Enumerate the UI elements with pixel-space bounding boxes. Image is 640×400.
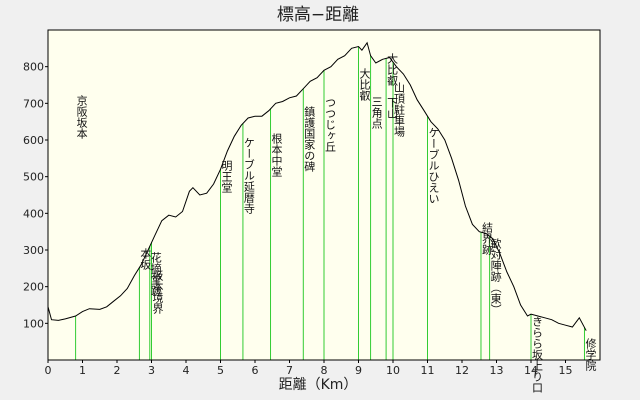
landmark-label: 大比叡: [358, 67, 371, 102]
x-tick-label: 12: [455, 364, 469, 377]
y-tick-label: 400: [23, 207, 44, 220]
x-axis-label: 距離（Km）: [279, 376, 358, 393]
landmark-label: つつじヶ丘: [324, 97, 337, 152]
y-tick-label: 700: [23, 97, 44, 110]
landmark-label: 花摘堂跡: [149, 252, 162, 297]
x-tick-label: 1: [79, 364, 86, 377]
landmark-label: 鎮護国家の碑: [303, 105, 316, 173]
x-tick-label: 8: [321, 364, 328, 377]
x-tick-label: 11: [421, 364, 435, 377]
elevation-line: [47, 41, 587, 331]
x-tick-label: 13: [490, 364, 504, 377]
x-tick-label: 14: [524, 364, 538, 377]
y-tick-label: 300: [23, 244, 44, 257]
x-tick-label: 3: [148, 364, 155, 377]
landmark-label: 坂本境界: [151, 270, 164, 315]
y-tick-label: 500: [23, 171, 44, 184]
landmark-label: 歓対陣跡（東）: [489, 237, 502, 315]
x-tick-label: 15: [559, 364, 573, 377]
y-tick-label: 800: [23, 61, 44, 74]
landmark-label: ケーブルひえい: [427, 127, 440, 204]
x-tick-label: 4: [183, 364, 190, 377]
x-tick-label: 0: [45, 364, 52, 377]
x-tick-label: 2: [114, 364, 121, 377]
landmark-label: きらら坂上り口: [531, 316, 544, 393]
x-tick-label: 10: [386, 364, 400, 377]
landmark-label: 本坂: [139, 247, 152, 271]
landmark-label: 山頂駐車場: [393, 82, 406, 138]
landmark-label: 京阪坂本: [75, 94, 88, 140]
landmark-label: 三角点: [370, 96, 383, 130]
x-tick-label: 9: [355, 364, 362, 377]
y-tick-label: 100: [23, 317, 44, 330]
y-tick-label: 600: [23, 134, 44, 147]
y-tick-label: 200: [23, 281, 44, 294]
x-tick-label: 7: [286, 364, 293, 377]
landmark-label: 修学院: [584, 337, 597, 371]
chart-title: 標高−距離: [277, 5, 359, 25]
landmark-label: 大比叡 下山: [386, 52, 399, 119]
x-tick-label: 5: [217, 364, 224, 377]
landmark-label: ケーブル延暦寺: [242, 137, 255, 214]
landmark-label: 結界跡: [480, 221, 493, 256]
landmark-label: 根本中堂: [270, 132, 283, 177]
x-tick-label: 6: [252, 364, 259, 377]
landmark-label: 明王堂: [220, 160, 233, 193]
